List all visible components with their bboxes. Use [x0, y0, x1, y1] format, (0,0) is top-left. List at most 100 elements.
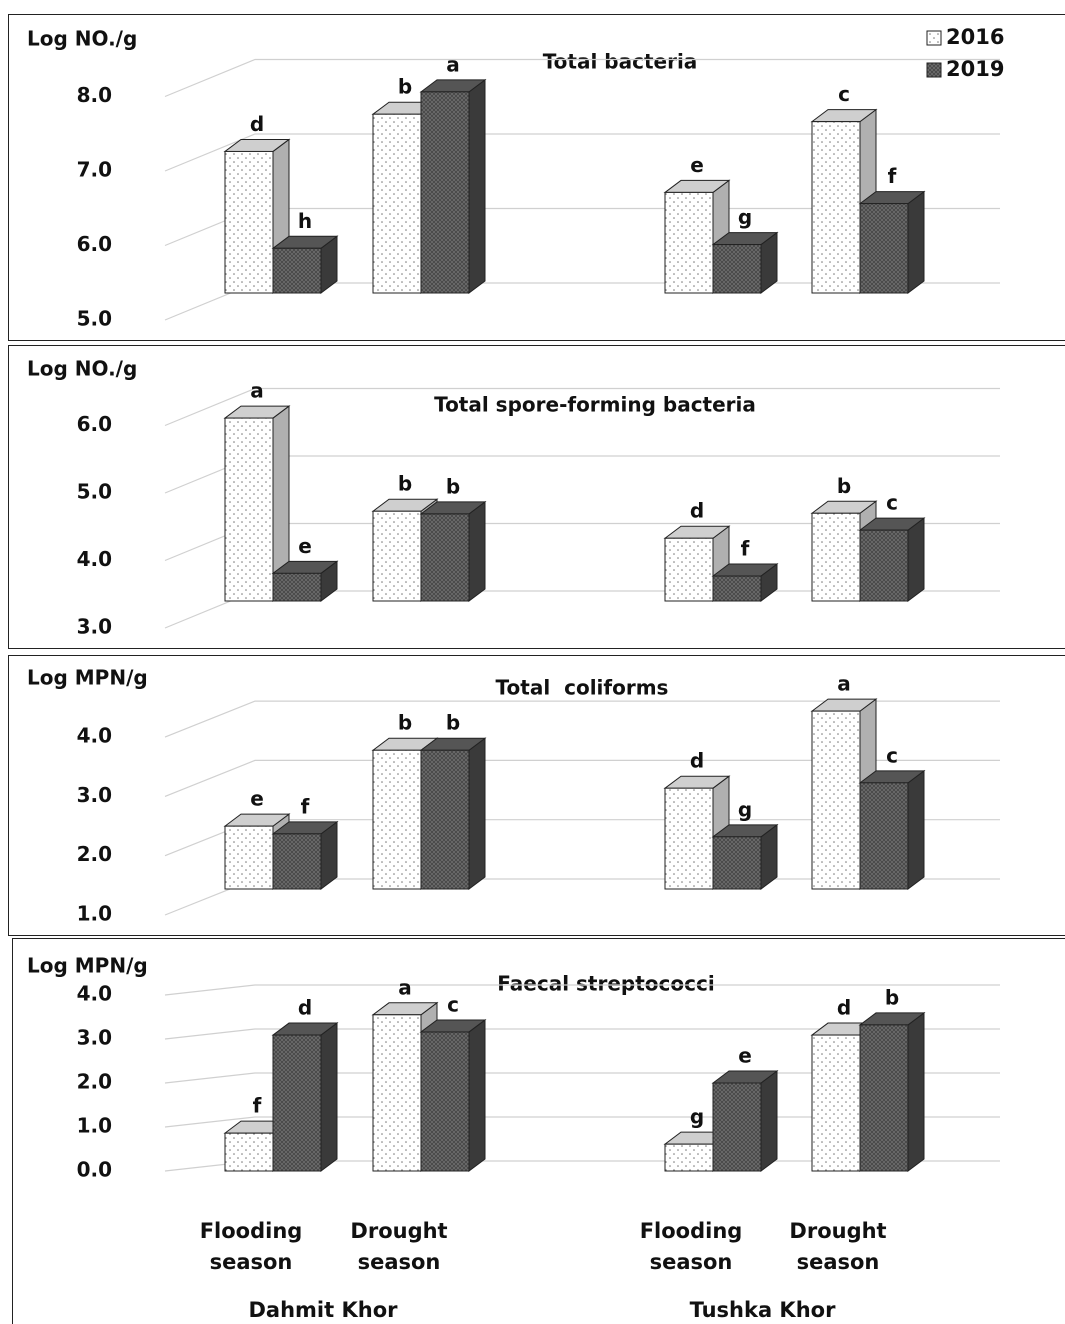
bar	[372, 510, 422, 602]
bar-letter: d	[298, 996, 312, 1020]
y-tick-label: 1.0	[77, 902, 112, 926]
y-tick-label: 7.0	[77, 158, 112, 182]
y-tick-label: 4.0	[77, 547, 112, 571]
bar-letter: b	[837, 474, 851, 498]
y-tick-label: 6.0	[77, 232, 112, 256]
bar	[420, 91, 470, 294]
y-tick-label: 6.0	[77, 412, 112, 436]
panel-border	[12, 938, 1065, 1324]
bar	[712, 1082, 762, 1172]
bar-letter: b	[398, 472, 412, 496]
bar-letter: c	[447, 992, 459, 1016]
bar-side	[468, 500, 486, 602]
bar	[712, 575, 762, 602]
bar	[664, 191, 714, 294]
bar	[859, 1024, 909, 1172]
bar	[420, 749, 470, 890]
grid-line	[164, 387, 1000, 427]
bar-letter: d	[690, 749, 704, 773]
bar-letter: a	[446, 52, 460, 76]
bar-letter: d	[837, 996, 851, 1020]
bar	[811, 512, 861, 602]
bar-letter: a	[837, 672, 851, 696]
bar-letter: d	[690, 499, 704, 523]
bar-letter: g	[690, 1105, 704, 1129]
bar-letter: c	[838, 82, 850, 106]
grid-line	[164, 455, 1000, 494]
y-tick-label: 1.0	[77, 1114, 112, 1138]
grid-line	[164, 700, 1000, 738]
bar-letter: a	[398, 975, 412, 999]
bar-letter: g	[738, 797, 752, 821]
grid-line	[164, 984, 1000, 996]
y-tick-label: 3.0	[77, 615, 112, 639]
bar	[272, 572, 322, 602]
y-tick-label: 3.0	[77, 1026, 112, 1050]
y-tick-label: 2.0	[77, 1070, 112, 1094]
bar-letter: a	[250, 379, 264, 403]
bar-letter: h	[298, 209, 312, 233]
bar-side	[468, 78, 486, 294]
bar-side	[468, 1018, 486, 1172]
bar-side	[468, 737, 486, 890]
bar-letter: e	[690, 153, 704, 177]
bar	[372, 1014, 422, 1172]
bar-side	[907, 517, 925, 602]
legend-swatch	[926, 62, 942, 78]
bar	[712, 836, 762, 890]
bar-letter: b	[446, 474, 460, 498]
panel-border	[8, 14, 1065, 341]
bar-letter: g	[738, 205, 752, 229]
bar	[811, 1034, 861, 1172]
x-tick-label: Flooding season	[640, 1219, 743, 1274]
x-tick-label: Drought season	[350, 1219, 447, 1274]
y-tick-label: 3.0	[77, 783, 112, 807]
y-tick-label: 0.0	[77, 1158, 112, 1182]
bar	[420, 1031, 470, 1172]
group-label: Tushka Khor	[690, 1298, 837, 1322]
bar	[664, 537, 714, 602]
x-tick-label: Flooding season	[200, 1219, 303, 1274]
y-axis-label: Log NO./g	[27, 27, 137, 51]
panel-border	[8, 655, 1065, 936]
legend-swatch	[926, 30, 942, 46]
group-label: Dahmit Khor	[249, 1298, 399, 1322]
bar-letter: f	[888, 164, 897, 188]
bar-side	[907, 1011, 925, 1172]
bar	[224, 825, 274, 890]
y-tick-label: 5.0	[77, 307, 112, 331]
legend-label: 2016	[946, 25, 1004, 49]
y-tick-label: 5.0	[77, 480, 112, 504]
bar	[859, 203, 909, 294]
bar	[272, 1034, 322, 1172]
bar	[712, 244, 762, 294]
bar-letter: f	[301, 794, 310, 818]
chart-title: Total bacteria	[543, 50, 698, 74]
bar-letter: b	[885, 985, 899, 1009]
bar-letter: b	[398, 711, 412, 735]
grid-line	[164, 759, 1000, 797]
bar-letter: f	[741, 537, 750, 561]
bar-letter: d	[250, 112, 264, 136]
chart-title: Total coliforms	[496, 676, 669, 700]
bar	[224, 417, 274, 602]
bar-letter: b	[446, 711, 460, 735]
y-tick-label: 2.0	[77, 842, 112, 866]
y-axis-label: Log MPN/g	[27, 666, 148, 690]
bar	[859, 782, 909, 890]
bar	[664, 787, 714, 890]
chart-title: Total spore-forming bacteria	[434, 393, 756, 417]
y-tick-label: 4.0	[77, 724, 112, 748]
bar	[859, 529, 909, 602]
y-tick-label: 8.0	[77, 83, 112, 107]
y-axis-label: Log NO./g	[27, 357, 137, 381]
y-tick-label: 4.0	[77, 982, 112, 1006]
bar-letter: c	[886, 743, 898, 767]
bar-letter: f	[253, 1094, 262, 1118]
bar	[272, 247, 322, 294]
bar-letter: b	[398, 75, 412, 99]
panel-border	[8, 345, 1065, 649]
y-axis-label: Log MPN/g	[27, 954, 148, 978]
chart-title: Faecal streptococci	[497, 972, 714, 996]
